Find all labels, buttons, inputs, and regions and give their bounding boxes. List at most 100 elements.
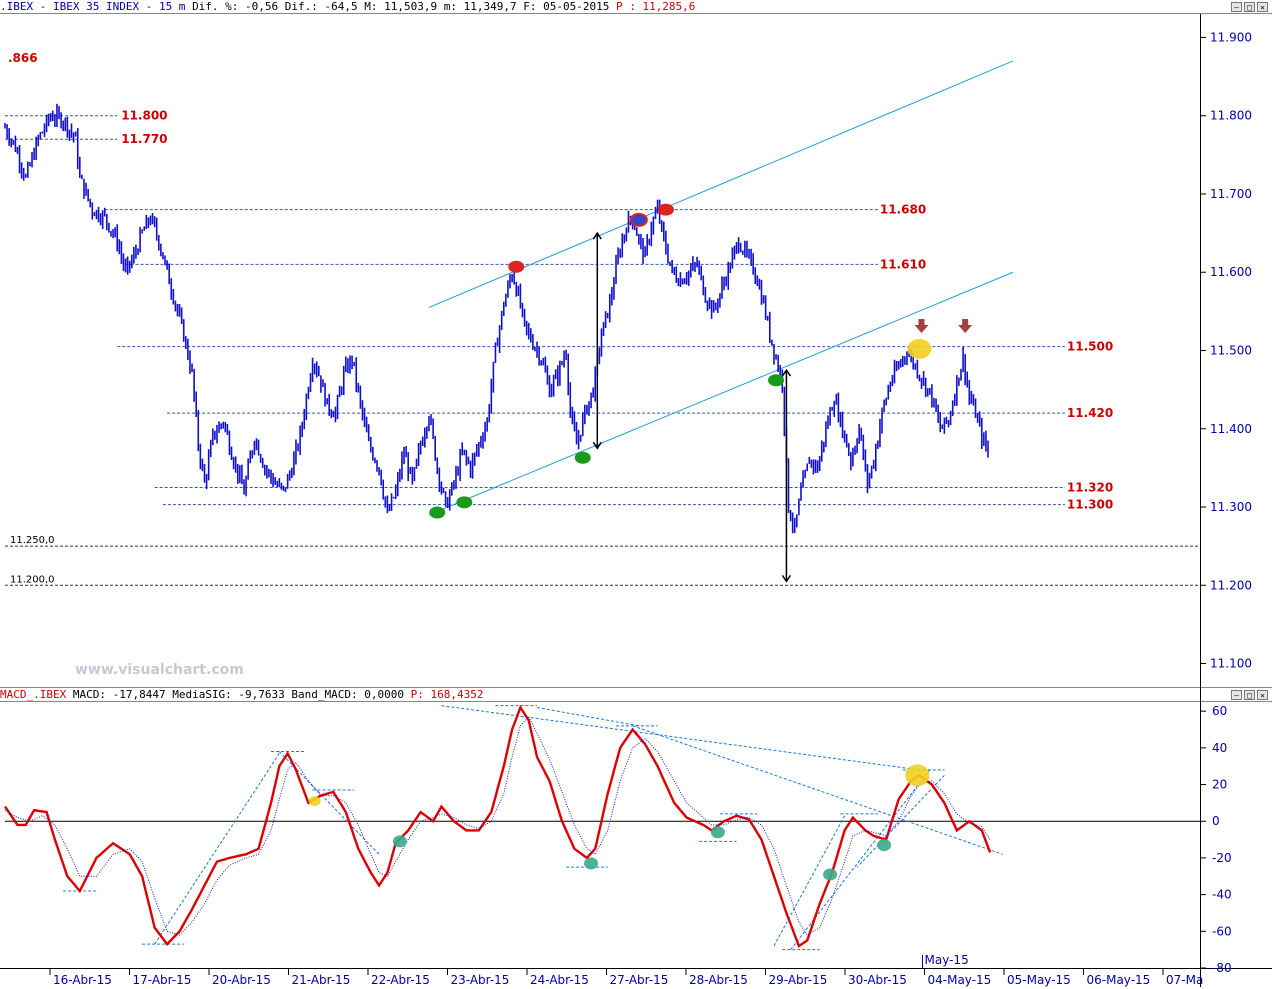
header-max: M: 11,503,9 (364, 0, 438, 13)
price-marker-0 (429, 506, 446, 519)
macd-header: MACD_.IBEX MACD: -17,8447 MediaSIG: -9,7… (0, 688, 1190, 702)
header-price: P : 11,285,6 (615, 0, 696, 13)
signal-line (4, 715, 991, 936)
macd-window-buttons: — □ ✕ (1231, 690, 1268, 702)
macd-marker-4 (877, 839, 892, 852)
macd-minimize-button[interactable]: — (1231, 690, 1242, 700)
macd-marker-1 (584, 857, 599, 870)
hline-label-11800: 11.800 (121, 109, 167, 123)
macd-ytick-label: 0 (1212, 814, 1220, 828)
xtick-label-0: 16-Abr-15 (53, 973, 112, 987)
macd-marker-5 (905, 764, 930, 787)
hline-label-11200: 11.200,0 (10, 574, 55, 585)
arrow-tail-0 (592, 441, 602, 450)
price-marker-5 (629, 212, 648, 227)
price-marker-4 (508, 260, 525, 273)
xtick-label-12: 05-May-15 (1007, 973, 1071, 987)
hline-label-11610: 11.610 (880, 257, 926, 271)
price-ytick-label: 11.300 (1210, 500, 1252, 514)
macd-ytick-label: -60 (1212, 924, 1232, 938)
price-marker-1 (456, 496, 473, 509)
macd-trendline-0 (441, 705, 920, 771)
corner-value-label: .866 (8, 51, 38, 65)
xtick-label-9: 29-Abr-15 (769, 973, 828, 987)
price-ytick-label: 11.900 (1210, 30, 1252, 44)
macd-trendline-7 (856, 775, 945, 868)
price-ytick-label: 11.200 (1210, 578, 1252, 592)
macd-ytick-label: 60 (1212, 704, 1227, 718)
hline-label-11505: 11.500 (1067, 340, 1113, 354)
macd-line (4, 704, 992, 948)
month-marker-label: May-15 (925, 953, 969, 967)
header-min: m: 11,349,7 (443, 0, 517, 13)
price-marker-2 (574, 451, 591, 464)
xtick-label-7: 27-Abr-15 (610, 973, 669, 987)
watermark: www.visualchart.com (75, 662, 244, 678)
hline-label-11325: 11.320 (1067, 480, 1113, 494)
maximize-button[interactable]: □ (1244, 2, 1255, 12)
header-symbol: .IBEX - IBEX 35 INDEX - 15 m (0, 0, 186, 13)
price-marker-7 (907, 338, 932, 359)
macd-marker-3 (823, 868, 838, 881)
hline-label-11250: 11.250,0 (10, 535, 55, 546)
macd-header-signal: MediaSIG: -9,7633 (172, 688, 285, 701)
header-date: F: 05-05-2015 (523, 0, 610, 13)
price-ytick-label: 11.800 (1210, 109, 1252, 123)
xtick-label-11: 04-May-15 (928, 973, 992, 987)
close-button[interactable]: ✕ (1257, 2, 1268, 12)
xtick-label-14: 07-Ma (1166, 973, 1203, 987)
price-bars (4, 103, 989, 534)
xtick-label-2: 20-Abr-15 (212, 973, 271, 987)
macd-header-band: Band_MACD: 0,0000 (291, 688, 405, 701)
hline-label-11770: 11.770 (121, 132, 167, 146)
macd-ytick-label: -80 (1212, 961, 1232, 975)
price-ytick-label: 11.100 (1210, 657, 1252, 671)
xtick-label-6: 24-Abr-15 (530, 973, 589, 987)
down-arrow-0 (914, 319, 929, 334)
arrow-tail-1 (781, 368, 792, 377)
price-ytick-label: 11.700 (1210, 187, 1252, 201)
price-header: .IBEX - IBEX 35 INDEX - 15 m Dif. %: -0,… (0, 0, 1190, 14)
macd-trendline-4 (154, 753, 280, 945)
macd-trendline-6 (773, 815, 846, 947)
xtick-label-8: 28-Abr-15 (689, 973, 748, 987)
macd-maximize-button[interactable]: □ (1244, 690, 1255, 700)
hline-label-11680: 11.680 (880, 203, 926, 217)
price-ytick-label: 11.600 (1210, 265, 1252, 279)
macd-trendline-2 (536, 707, 639, 727)
price-marker-6 (657, 203, 674, 216)
macd-trendline-1 (632, 725, 1003, 855)
price-window-buttons: — □ ✕ (1231, 2, 1268, 14)
macd-trendline-3 (278, 751, 380, 855)
arrow-head-1 (781, 574, 792, 583)
macd-marker-0 (392, 835, 407, 848)
macd-ytick-label: -40 (1212, 888, 1232, 902)
minimize-button[interactable]: — (1231, 2, 1242, 12)
xtick-label-13: 06-May-15 (1087, 973, 1151, 987)
macd-header-label: MACD_.IBEX (0, 688, 67, 701)
header-dif: Dif.: -64,5 (284, 0, 358, 13)
channel-line-0 (428, 60, 1014, 308)
channel-line-1 (428, 271, 1014, 516)
macd-ytick-label: 40 (1212, 741, 1227, 755)
arrow-head-0 (592, 231, 602, 240)
macd-trendline-5 (790, 769, 931, 950)
down-arrow-1 (958, 319, 973, 334)
macd-ytick-label: -20 (1212, 851, 1232, 865)
xtick-label-1: 17-Abr-15 (133, 973, 192, 987)
xtick-label-3: 21-Abr-15 (292, 973, 351, 987)
xtick-label-4: 22-Abr-15 (371, 973, 430, 987)
macd-header-price: P: 168,4352 (410, 688, 484, 701)
price-ytick-label: 11.400 (1210, 422, 1252, 436)
header-dif-pct: Dif. %: -0,56 (192, 0, 279, 13)
xtick-label-10: 30-Abr-15 (848, 973, 907, 987)
macd-marker-2 (710, 826, 725, 839)
macd-header-value: MACD: -17,8447 (72, 688, 166, 701)
macd-close-button[interactable]: ✕ (1257, 690, 1268, 700)
macd-ytick-label: 20 (1212, 778, 1227, 792)
price-marker-3 (768, 374, 785, 387)
macd-marker-6 (308, 796, 321, 807)
price-ytick-label: 11.500 (1210, 344, 1252, 358)
